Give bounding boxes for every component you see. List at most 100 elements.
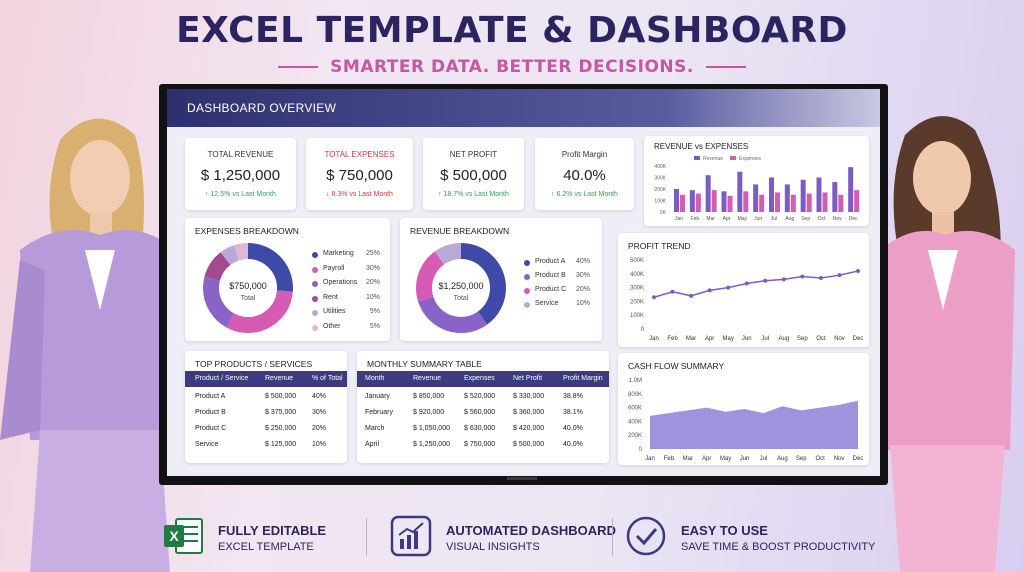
donut-slice	[416, 243, 506, 333]
dashboard-title: DASHBOARD OVERVIEW	[187, 101, 337, 115]
table-cell: $ 630,000	[464, 425, 496, 432]
table-cell: $ 500,000	[265, 393, 297, 400]
donut-center-value: $1,250,000	[438, 281, 483, 291]
x-tick-label: Mar	[683, 456, 693, 462]
section-title: MONTHLY SUMMARY TABLE	[367, 359, 482, 369]
cash-flow-card: CASH FLOW SUMMARY 1.0M 800K 600K 400K 200K 0 J…	[618, 353, 869, 465]
x-tick-label: Jun	[742, 336, 752, 342]
top-products-card: TOP PRODUCTS / SERVICES Product / Servic…	[185, 351, 347, 463]
legend-item: Marketing 25%	[312, 250, 380, 262]
table-cell: April	[365, 441, 380, 448]
table-cell: 40.0%	[563, 425, 583, 432]
legend-swatch	[312, 295, 318, 302]
table-cell: 38.8%	[563, 393, 583, 400]
table-row: Product B $ 375,000 30%	[185, 409, 347, 423]
x-tick-label: Nov	[834, 336, 845, 342]
x-tick-label: Aug	[778, 336, 789, 342]
y-tick-label: 500K	[630, 258, 644, 264]
feature-subtitle: SAVE TIME & BOOST PRODUCTIVITY	[681, 541, 876, 553]
y-tick-label: 0K	[660, 210, 667, 216]
legend-swatch	[524, 260, 530, 266]
y-tick-label: 200K	[628, 433, 642, 439]
profit-trend-chart: 500K 400K 300K 200K 100K 0 Jan Feb Mar Apr May Jun J…	[630, 258, 863, 342]
x-tick-label: Jan	[645, 456, 655, 462]
legend-swatch	[312, 252, 318, 258]
y-tick-label: 200K	[630, 299, 644, 305]
revenue-bar	[832, 182, 838, 212]
legend-item: Rent 10%	[312, 294, 380, 306]
x-tick-label: Feb	[691, 216, 700, 222]
revenue-bar	[689, 190, 695, 212]
kpi-value: 40.0%	[563, 167, 606, 184]
profit-point	[800, 274, 805, 279]
legend-label: Rent	[323, 293, 338, 301]
profit-point	[781, 277, 786, 282]
expenses-donut-chart: $750,000 Total	[203, 243, 293, 333]
feature-title: FULLY EDITABLE	[218, 523, 327, 538]
table-header-cell: Expenses	[464, 375, 495, 382]
kpi-change: ↑ 6.2% vs Last Month	[551, 191, 618, 198]
table-cell: $ 125,000	[265, 441, 297, 448]
legend-item: Payroll 30%	[312, 265, 380, 277]
page-title: EXCEL TEMPLATE & DASHBOARD	[176, 10, 848, 51]
kpi-value: $ 750,000	[326, 167, 393, 184]
legend-percent: 5%	[369, 322, 380, 330]
section-title: REVENUE BREAKDOWN	[410, 226, 510, 236]
x-tick-label: Jan	[649, 336, 659, 342]
table-cell: $ 330,000	[513, 393, 545, 400]
legend-item: Utilities 5%	[312, 308, 380, 320]
table-cell: $ 500,000	[513, 441, 545, 448]
legend-percent: 30%	[575, 272, 590, 279]
legend-label: Product B	[535, 272, 566, 279]
legend-label: Product A	[535, 258, 566, 265]
table-row: March $ 1,050,000 $ 630,000 $ 420,000 40.0%	[357, 425, 609, 439]
legend-swatch	[312, 324, 318, 331]
table-cell: 20%	[312, 425, 327, 432]
y-tick-label: 1.0M	[629, 378, 642, 384]
expenses-legend: Marketing 25% Payroll 30% Operations 20% Rent 1…	[312, 250, 380, 340]
legend-percent: 30%	[365, 264, 380, 272]
monitor: DASHBOARD OVERVIEW TOTAL REVENUE $ 1,250…	[159, 84, 888, 485]
table-header-cell: Net Profit	[513, 375, 543, 382]
divider	[278, 66, 319, 68]
y-tick-label: 100K	[654, 199, 666, 205]
profit-point	[856, 269, 860, 274]
x-tick-label: Jul	[771, 216, 777, 222]
y-tick-label: 0	[639, 447, 643, 453]
legend-label: Expenses	[739, 156, 761, 162]
revenue-bar	[769, 177, 774, 212]
kpi-label: TOTAL EXPENSES	[324, 150, 395, 159]
dashboard-screen: DASHBOARD OVERVIEW TOTAL REVENUE $ 1,250…	[167, 89, 880, 476]
divider	[612, 518, 613, 556]
profit-point	[726, 285, 731, 290]
x-tick-label: Dec	[849, 216, 858, 222]
x-tick-label: Dec	[853, 456, 864, 462]
kpi-change: ↑ 18.7% vs Last Month	[438, 191, 509, 198]
revenue-bar	[705, 175, 711, 212]
y-tick-label: 800K	[628, 392, 642, 398]
table-cell: Product A	[195, 393, 226, 400]
legend-item: Product A 40%	[524, 258, 590, 270]
expenses-bar	[711, 190, 717, 212]
legend-swatch	[694, 156, 700, 160]
kpi-label: Profit Margin	[561, 150, 608, 159]
profit-point	[837, 273, 842, 278]
y-tick-label: 200K	[654, 187, 666, 193]
table-cell: 40.0%	[563, 441, 583, 448]
expenses-bar	[806, 193, 812, 212]
table-cell: $ 1,250,000	[413, 441, 450, 448]
x-tick-label: Sep	[801, 216, 810, 222]
expenses-breakdown-card: EXPENSES BREAKDOWN $750,000 Total Marketi…	[185, 218, 390, 341]
table-row: Product C $ 250,000 20%	[185, 425, 347, 439]
table-cell: $ 250,000	[265, 425, 297, 432]
legend-item: Service 10%	[524, 300, 590, 312]
profit-trend-card: PROFIT TREND 500K 400K 300K 200K 100K 0 Jan Feb…	[618, 233, 869, 347]
y-tick-label: 0	[641, 327, 645, 333]
expenses-bar	[743, 191, 749, 212]
legend-swatch	[312, 310, 318, 316]
legend-label: Revenue	[703, 156, 723, 162]
donut-slice	[203, 243, 293, 333]
legend-label: Operations	[323, 279, 358, 286]
expenses-bar	[759, 194, 765, 212]
legend-swatch	[524, 274, 530, 280]
